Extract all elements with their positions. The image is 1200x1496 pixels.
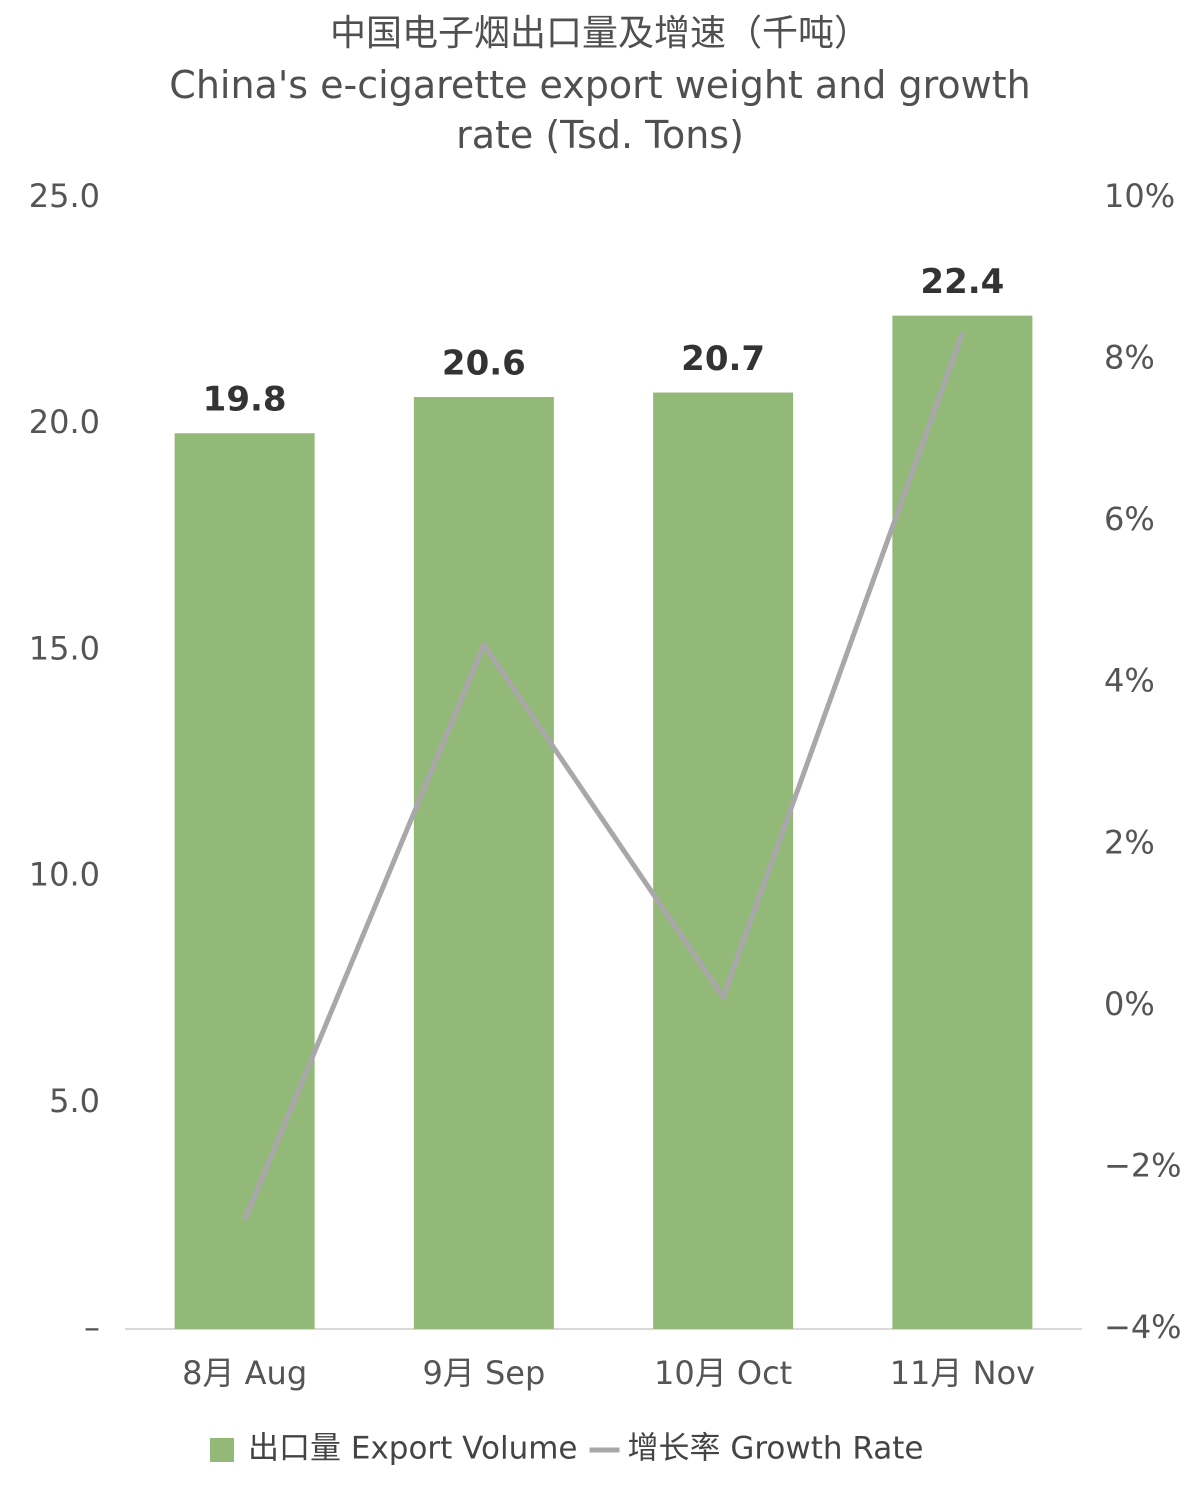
bar: [174, 433, 315, 1329]
y2-tick-label: 6%: [1104, 500, 1155, 538]
data-label: 20.7: [681, 339, 765, 379]
legend-label: 增长率 Growth Rate: [627, 1431, 923, 1467]
y-tick-label: 5.0: [49, 1082, 100, 1120]
y-tick-label: 15.0: [29, 629, 100, 667]
y2-tick-label: 2%: [1104, 823, 1155, 861]
y2-tick-label: 10%: [1104, 177, 1175, 215]
y-tick-label: 20.0: [29, 403, 100, 441]
bar: [892, 315, 1033, 1329]
y2-tick-label: 0%: [1104, 985, 1155, 1023]
y2-tick-label: −2%: [1104, 1146, 1182, 1184]
y2-tick-label: 4%: [1104, 662, 1155, 700]
x-tick-label: 10月 Oct: [654, 1354, 792, 1392]
chart-title: 中国电子烟出口量及增速（千吨）: [329, 13, 870, 54]
data-label: 19.8: [203, 380, 287, 420]
x-tick-label: 9月 Sep: [422, 1354, 545, 1392]
x-tick-label: 11月 Nov: [890, 1354, 1035, 1392]
x-tick-label: 8月 Aug: [182, 1354, 307, 1392]
bar: [413, 397, 554, 1329]
y2-tick-label: −4%: [1104, 1308, 1182, 1346]
y-tick-label: 25.0: [29, 177, 100, 215]
y2-tick-label: 8%: [1104, 339, 1155, 377]
y-tick-label: –: [84, 1308, 100, 1346]
y-tick-label: 10.0: [29, 856, 100, 894]
data-label: 20.6: [442, 344, 526, 384]
chart-subtitle: China's e-cigarette export weight and gr…: [169, 63, 1031, 157]
legend-label: 出口量 Export Volume: [248, 1431, 577, 1467]
titles: 中国电子烟出口量及增速（千吨） China's e-cigarette expo…: [100, 8, 1100, 160]
data-label: 22.4: [920, 262, 1004, 302]
legend-swatch: [210, 1438, 234, 1462]
line: [242, 332, 965, 1221]
